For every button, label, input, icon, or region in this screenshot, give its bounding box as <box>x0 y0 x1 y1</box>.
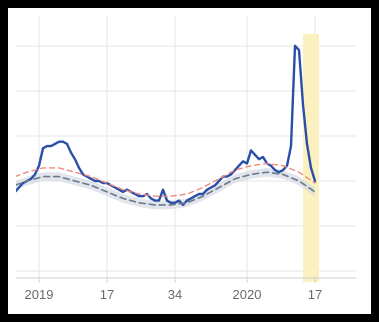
series-line-upper-threshold <box>16 162 316 197</box>
x-tick-label: 2020 <box>233 287 262 302</box>
x-tick-label: 34 <box>168 287 182 302</box>
chart-area: 2019 17 34 2020 17 <box>16 16 379 322</box>
x-tick-label: 17 <box>308 287 322 302</box>
highlight-band <box>303 34 319 282</box>
line-chart: 2019 17 34 2020 17 <box>16 16 356 302</box>
x-tick-label: 2019 <box>25 287 54 302</box>
series-line-expected <box>16 171 316 206</box>
expected-range-band <box>16 167 315 210</box>
x-tick-label: 17 <box>100 287 114 302</box>
series-line-observed <box>16 44 317 207</box>
